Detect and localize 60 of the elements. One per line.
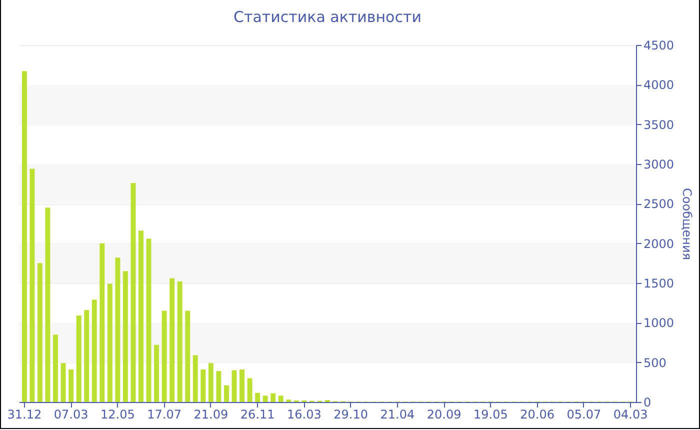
bar [177, 281, 182, 402]
y-tick-label: 3000 [644, 158, 674, 172]
bar [146, 238, 152, 402]
x-tick-label: 29.10 [334, 408, 368, 422]
y-tick-label: 4500 [644, 38, 674, 52]
bar [170, 278, 175, 402]
bar [138, 230, 144, 402]
y-axis-title: Сообщения [680, 188, 694, 260]
bar [107, 284, 112, 402]
x-tick-label: 04.03 [613, 408, 648, 422]
bar [60, 363, 66, 402]
bar [154, 344, 160, 402]
x-tick-label: 12.05 [100, 408, 135, 422]
x-tick-label: 21.09 [194, 408, 228, 422]
y-tick-label: 500 [644, 356, 666, 370]
bar [100, 243, 105, 402]
x-tick-label: 31.12 [7, 408, 42, 422]
y-tick-label: 2500 [644, 197, 674, 212]
x-tick-label: 26.11 [240, 408, 275, 422]
y-tick-label: 1500 [644, 276, 674, 290]
bar [92, 300, 97, 402]
x-tick-label: 07.03 [54, 408, 88, 422]
bar [45, 208, 50, 402]
bar [162, 310, 167, 402]
bar [192, 355, 198, 402]
bar [240, 369, 245, 402]
bar [255, 392, 260, 402]
bar [270, 393, 276, 402]
bar [22, 71, 27, 402]
bar [216, 371, 222, 402]
bar [224, 385, 229, 402]
x-tick-label: 21.04 [380, 408, 415, 422]
bar [68, 369, 74, 402]
bar [30, 168, 35, 402]
bar [262, 396, 268, 402]
x-tick-label: 19.05 [474, 408, 508, 422]
bar [278, 396, 284, 402]
bar [84, 310, 90, 402]
bar [232, 370, 237, 402]
y-tick-label: 1000 [644, 316, 674, 330]
bar [53, 334, 58, 402]
bar [76, 316, 82, 402]
y-tick-label: 0 [644, 396, 652, 410]
y-tick-label: 4000 [644, 78, 674, 92]
bar [115, 258, 120, 402]
x-tick-label: 05.07 [566, 408, 602, 422]
x-tick-label: 16.03 [287, 408, 322, 422]
bar [208, 363, 214, 402]
bar [37, 263, 42, 402]
bar [185, 310, 190, 402]
chart-title: Статистика активности [234, 8, 422, 26]
bar [247, 378, 252, 402]
x-tick-label: 20.06 [520, 408, 554, 422]
x-tick-label: 17.07 [147, 408, 182, 422]
y-tick-label: 3500 [644, 118, 674, 132]
bar [122, 271, 128, 402]
bar [200, 369, 206, 402]
bar [130, 183, 136, 402]
y-tick-label: 2000 [644, 236, 674, 251]
x-tick-label: 20.09 [426, 408, 462, 422]
